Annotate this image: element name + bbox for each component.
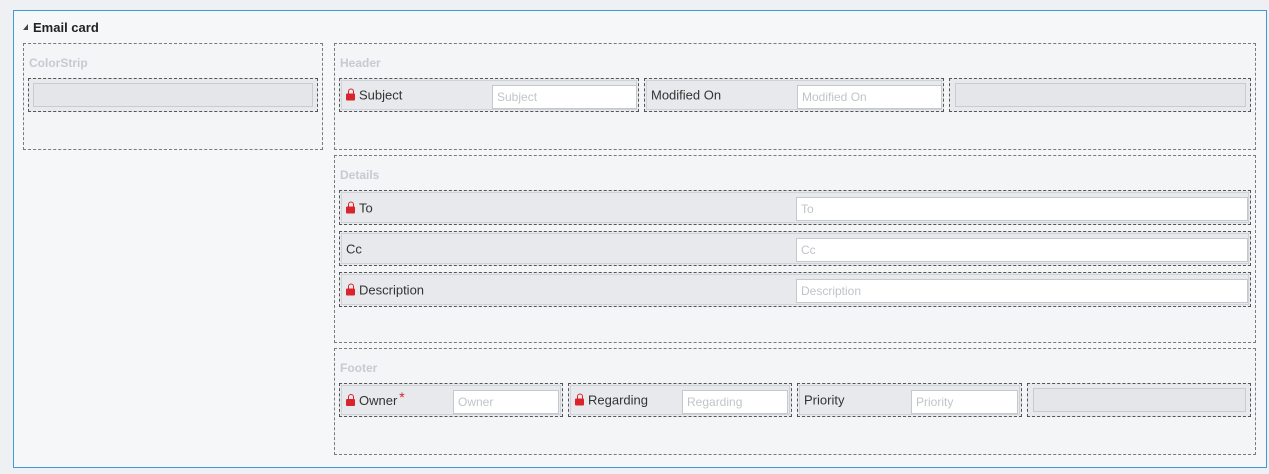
modified-on-field[interactable]: Modified On — [644, 78, 944, 112]
colorstrip-field[interactable] — [28, 78, 318, 112]
colorstrip-fill — [33, 83, 313, 107]
field-label: Subject — [346, 88, 402, 103]
description-field[interactable]: Description — [339, 272, 1251, 307]
lock-icon — [575, 393, 584, 406]
regarding-input[interactable] — [682, 390, 788, 414]
section-label: Footer — [340, 361, 378, 375]
section-label: Header — [340, 56, 381, 70]
field-inner: Owner * — [341, 385, 561, 415]
field-inner: Priority — [799, 385, 1020, 415]
field-label: Owner * — [346, 389, 405, 408]
lock-icon — [346, 88, 355, 101]
card-title-text: Email card — [33, 20, 99, 35]
lock-icon — [346, 201, 355, 213]
modified-on-label: Modified On — [651, 87, 722, 103]
section-footer: Footer Owner * Regarding — [334, 348, 1256, 455]
field-label: Description — [346, 282, 424, 297]
cc-input[interactable] — [796, 238, 1248, 262]
cc-field[interactable]: Cc — [339, 231, 1251, 266]
field-inner: Regarding — [570, 385, 790, 415]
section-label: ColorStrip — [29, 56, 88, 70]
cc-label: Cc — [346, 241, 362, 256]
modified-on-input[interactable] — [797, 85, 942, 109]
collapse-triangle-icon[interactable] — [23, 23, 28, 30]
card-title[interactable]: Email card — [23, 20, 99, 35]
priority-field[interactable]: Priority — [797, 383, 1022, 417]
owner-label: Owner — [359, 392, 398, 408]
field-inner: Description — [341, 274, 1249, 305]
field-inner: To — [341, 192, 1249, 223]
to-input[interactable] — [796, 197, 1248, 221]
to-field[interactable]: To — [339, 190, 1251, 225]
section-label: Details — [340, 168, 380, 182]
empty-fill — [955, 83, 1246, 107]
owner-field[interactable]: Owner * — [339, 383, 563, 417]
priority-input[interactable] — [911, 390, 1018, 414]
required-indicator: * — [399, 389, 405, 405]
lock-icon — [346, 283, 355, 295]
field-label: Modified On — [651, 88, 721, 103]
subject-field[interactable]: Subject — [339, 78, 639, 112]
field-label: Priority — [804, 393, 844, 408]
subject-label: Subject — [359, 87, 403, 103]
field-inner: Modified On — [646, 80, 942, 110]
header-empty-field[interactable] — [949, 78, 1251, 112]
field-label: Regarding — [575, 393, 648, 408]
regarding-label: Regarding — [588, 392, 648, 408]
to-label: To — [359, 200, 373, 215]
subject-input[interactable] — [492, 85, 637, 109]
description-label: Description — [359, 282, 425, 297]
owner-input[interactable] — [453, 390, 559, 414]
priority-label: Priority — [804, 392, 845, 408]
email-card: Email card ColorStrip Header Subject Mod… — [13, 10, 1267, 468]
empty-fill — [1033, 388, 1246, 412]
regarding-field[interactable]: Regarding — [568, 383, 792, 417]
section-header: Header Subject Modified On — [334, 43, 1256, 150]
field-inner: Subject — [341, 80, 637, 110]
footer-empty-field[interactable] — [1027, 383, 1251, 417]
section-details: Details To Cc Descript — [334, 155, 1256, 343]
field-inner: Cc — [341, 233, 1249, 264]
lock-icon — [346, 393, 355, 406]
section-colorstrip: ColorStrip — [23, 43, 323, 150]
description-input[interactable] — [796, 279, 1248, 303]
field-label: Cc — [346, 241, 362, 256]
field-label: To — [346, 200, 373, 215]
